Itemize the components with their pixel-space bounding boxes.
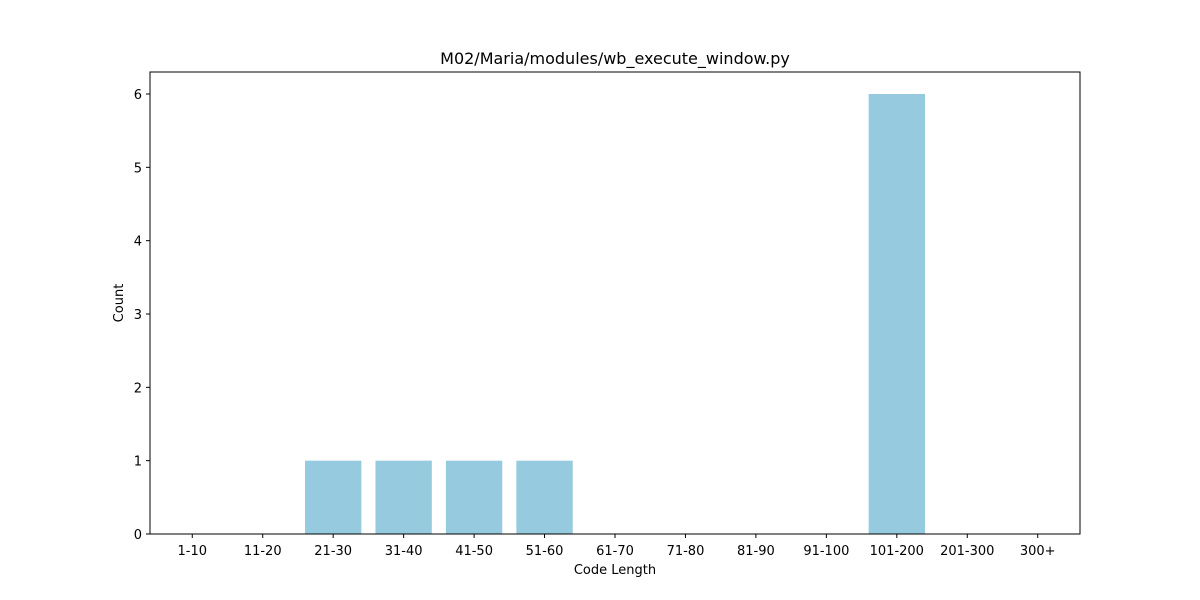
y-tick-label: 2 [134, 381, 142, 396]
x-axis-label: Code Length [574, 563, 656, 578]
x-tick-label: 1-10 [178, 544, 208, 559]
y-axis-ticks: 0 1 2 3 4 5 6 [134, 88, 150, 543]
bar-21-30 [305, 460, 362, 534]
x-tick-label: 201-300 [940, 544, 994, 559]
bars-group [305, 94, 925, 534]
x-tick-label: 300+ [1020, 544, 1056, 559]
bar-51-60 [516, 460, 573, 534]
x-tick-label: 61-70 [596, 544, 634, 559]
y-tick-label: 1 [134, 455, 142, 470]
y-tick-label: 4 [134, 235, 142, 250]
x-tick-label: 101-200 [870, 544, 924, 559]
x-tick-label: 41-50 [455, 544, 493, 559]
bar-31-40 [375, 460, 432, 534]
x-tick-label: 21-30 [314, 544, 352, 559]
y-tick-label: 0 [134, 528, 142, 543]
plot-frame [149, 71, 1081, 535]
x-tick-label: 31-40 [385, 544, 423, 559]
y-tick-label: 5 [134, 161, 142, 176]
y-tick-label: 6 [134, 88, 142, 103]
x-axis-ticks: 1-10 11-20 21-30 31-40 41-50 51-60 61-70 71-80 8… [178, 534, 1056, 559]
bar-101-200 [868, 94, 925, 534]
x-tick-label: 81-90 [737, 544, 775, 559]
chart-title: M02/Maria/modules/wb_execute_window.py [440, 49, 790, 69]
x-tick-label: 71-80 [667, 544, 705, 559]
x-tick-label: 91-100 [803, 544, 849, 559]
y-axis-label: Count [112, 284, 127, 323]
bar-41-50 [445, 460, 503, 534]
y-tick-label: 3 [134, 308, 142, 323]
x-tick-label: 11-20 [244, 544, 282, 559]
x-tick-label: 51-60 [526, 544, 564, 559]
